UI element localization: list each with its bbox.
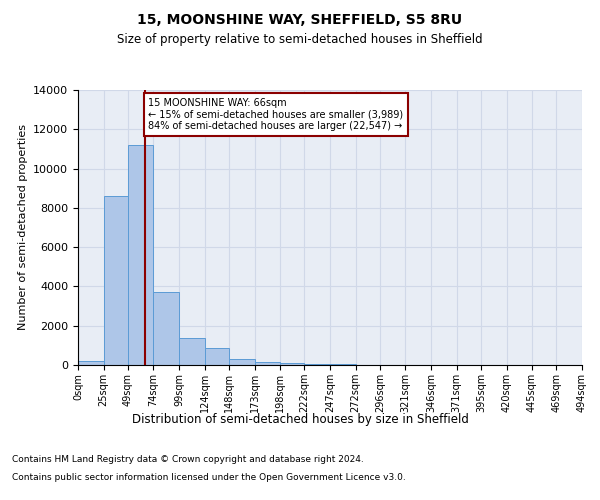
Bar: [229, 359, 254, 365]
Bar: [330, 364, 356, 365]
Text: Distribution of semi-detached houses by size in Sheffield: Distribution of semi-detached houses by …: [131, 412, 469, 426]
Bar: [280, 363, 304, 365]
Text: Size of property relative to semi-detached houses in Sheffield: Size of property relative to semi-detach…: [117, 32, 483, 46]
Text: 15, MOONSHINE WAY, SHEFFIELD, S5 8RU: 15, MOONSHINE WAY, SHEFFIELD, S5 8RU: [137, 12, 463, 26]
Text: Contains HM Land Registry data © Crown copyright and database right 2024.: Contains HM Land Registry data © Crown c…: [12, 455, 364, 464]
Bar: [78, 361, 104, 365]
Bar: [128, 145, 154, 365]
Text: Contains public sector information licensed under the Open Government Licence v3: Contains public sector information licen…: [12, 472, 406, 482]
Bar: [254, 362, 280, 365]
Y-axis label: Number of semi-detached properties: Number of semi-detached properties: [17, 124, 28, 330]
Text: 15 MOONSHINE WAY: 66sqm
← 15% of semi-detached houses are smaller (3,989)
84% of: 15 MOONSHINE WAY: 66sqm ← 15% of semi-de…: [148, 98, 404, 131]
Bar: [104, 196, 128, 365]
Bar: [205, 348, 229, 365]
Bar: [304, 364, 330, 365]
Bar: [154, 292, 179, 365]
Bar: [179, 338, 205, 365]
